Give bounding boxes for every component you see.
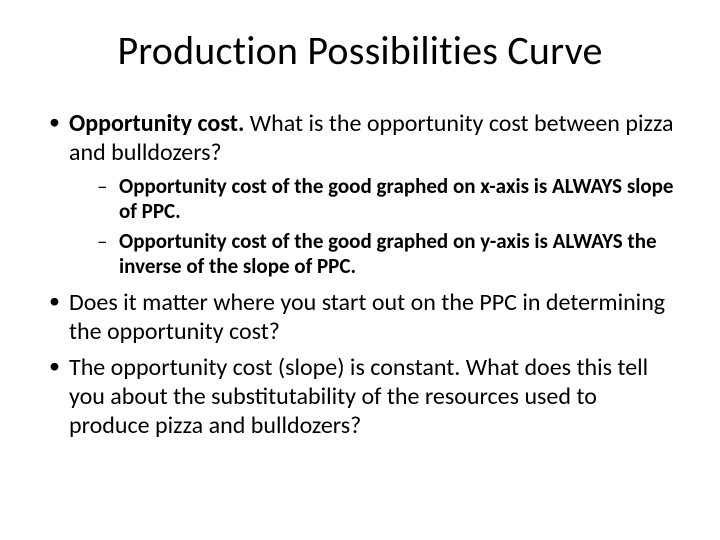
slide: Production Possibilities Curve Opportuni… — [0, 0, 720, 540]
slide-title: Production Possibilities Curve — [45, 26, 675, 75]
bullet-2: Does it matter where you start out on th… — [45, 288, 675, 347]
sub-bullet-list: Opportunity cost of the good graphed on … — [69, 174, 675, 280]
sub-bullet-2: Opportunity cost of the good graphed on … — [69, 229, 675, 280]
bullet-3: The opportunity cost (slope) is constant… — [45, 353, 675, 441]
bullet-1: Opportunity cost. What is the opportunit… — [45, 109, 675, 280]
bullet-list: Opportunity cost. What is the opportunit… — [45, 109, 675, 440]
bullet-1-bold: Opportunity cost. — [69, 109, 244, 138]
sub-bullet-1: Opportunity cost of the good graphed on … — [69, 174, 675, 225]
